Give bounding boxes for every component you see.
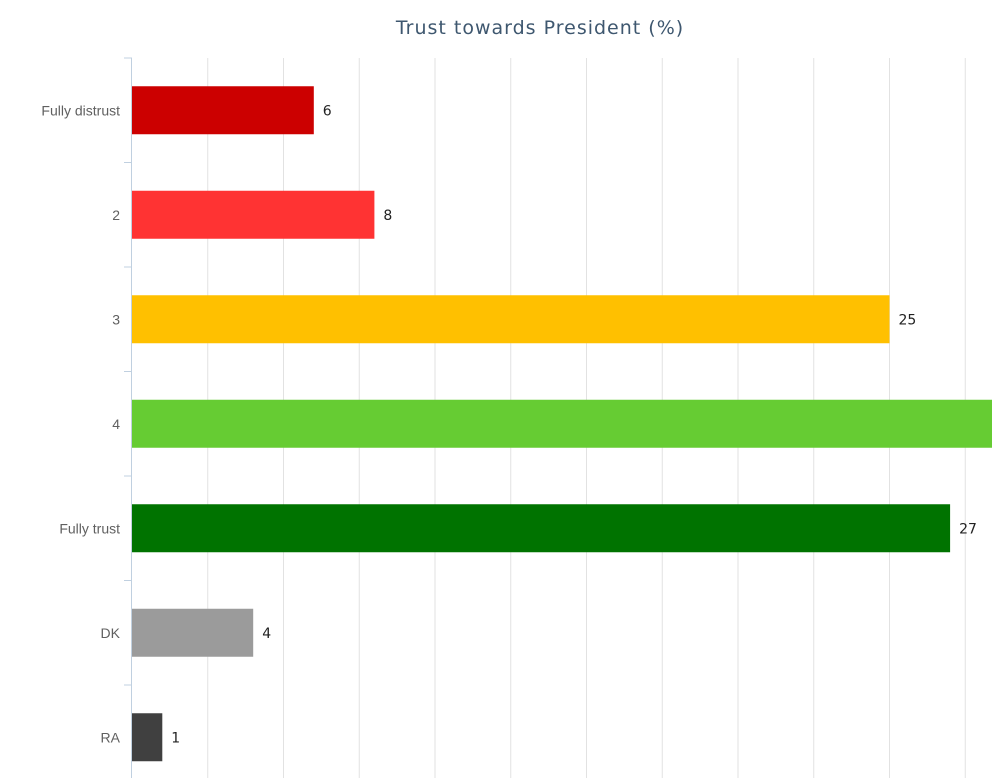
bar[interactable] — [132, 399, 992, 448]
category-label: 3 — [112, 311, 120, 327]
bar[interactable] — [132, 190, 375, 239]
bar[interactable] — [132, 86, 314, 135]
bars — [132, 86, 992, 762]
category-labels: Fully distrust 2 3 4 Fully trust DK RA — [41, 102, 120, 745]
chart-title: Trust towards President (%) — [395, 17, 684, 39]
data-label: 27 — [959, 521, 977, 537]
data-label: 4 — [262, 626, 271, 642]
bar[interactable] — [132, 608, 254, 657]
bar[interactable] — [132, 295, 890, 344]
data-label: 1 — [171, 730, 180, 746]
bar[interactable] — [132, 504, 951, 553]
category-label: RA — [101, 729, 121, 745]
category-label: Fully distrust — [41, 102, 120, 118]
category-label: 4 — [112, 416, 120, 432]
data-label: 6 — [323, 103, 332, 119]
category-axis — [124, 57, 132, 778]
value-labels: 6825292741 — [171, 103, 977, 746]
bar[interactable] — [132, 713, 163, 762]
category-label: Fully trust — [59, 520, 120, 536]
data-label: 8 — [383, 208, 392, 224]
category-label: 2 — [112, 207, 120, 223]
data-label: 25 — [899, 312, 917, 328]
category-label: DK — [101, 625, 121, 641]
